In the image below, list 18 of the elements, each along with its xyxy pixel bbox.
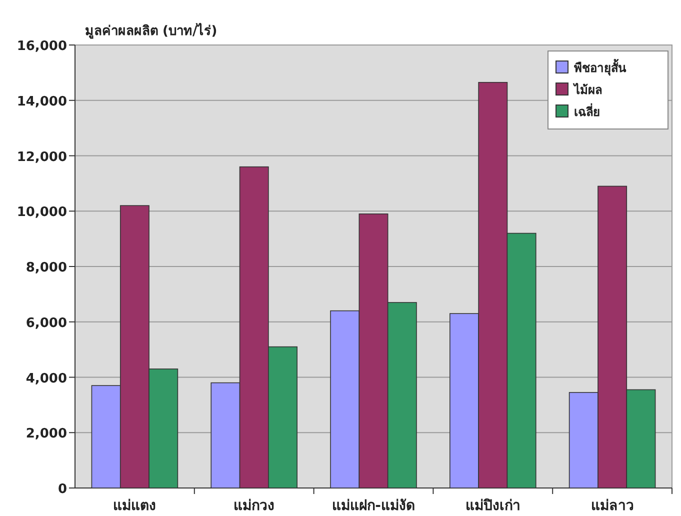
- y-tick-label: 4,000: [26, 371, 67, 386]
- x-tick-label: แม่แฝก-แม่งัด: [332, 498, 415, 514]
- legend-label: พืชอายุสั้น: [574, 58, 627, 76]
- y-tick-label: 2,000: [26, 426, 67, 442]
- x-tick-label: แม่แตง: [113, 498, 156, 514]
- y-tick-label: 12,000: [16, 150, 67, 165]
- x-tick-label: แม่กวง: [234, 498, 275, 514]
- legend-label: ไม้ผล: [572, 82, 602, 97]
- x-tick-label: แม่ปิงเก่า: [465, 498, 520, 514]
- y-tick-label: 8,000: [26, 260, 67, 276]
- y-tick-label: 10,000: [16, 205, 67, 220]
- legend-label: เฉลี่ย: [574, 103, 600, 119]
- x-tick-label: แม่ลาว: [590, 498, 634, 514]
- y-tick-label: 6,000: [26, 316, 67, 331]
- y-tick-label: 16,000: [16, 39, 67, 54]
- y-axis-title: มูลค่าผลผลิต (บาท/ไร่): [85, 22, 218, 39]
- y-tick-label: 14,000: [16, 94, 67, 110]
- y-tick-label: 0: [58, 482, 67, 497]
